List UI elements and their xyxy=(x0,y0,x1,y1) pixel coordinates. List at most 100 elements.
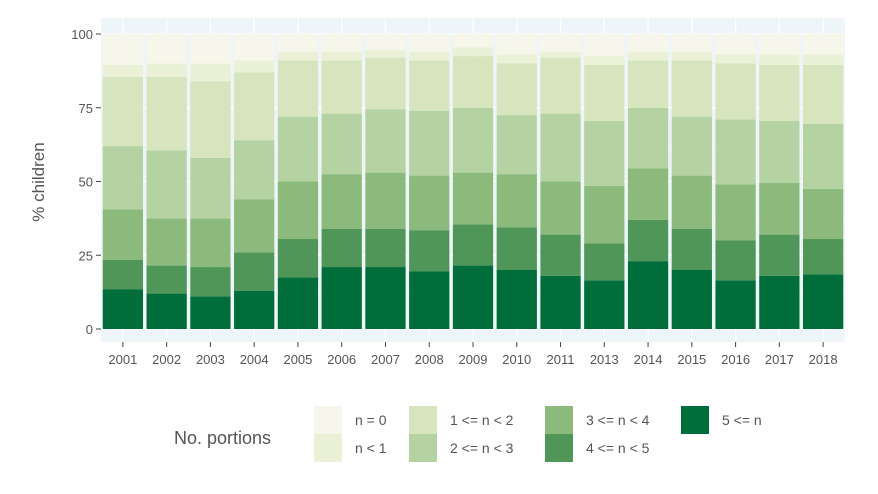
bar-segment xyxy=(715,34,756,55)
bar-segment xyxy=(146,218,187,266)
legend-label: 2 <= n < 3 xyxy=(450,440,514,456)
bar-segment xyxy=(802,274,844,329)
bar-segment xyxy=(321,228,362,268)
bar-segment xyxy=(715,63,756,120)
bar-segment xyxy=(452,34,494,48)
bar-segment xyxy=(715,240,756,281)
bar-segment xyxy=(365,109,406,173)
bar-segment xyxy=(540,113,581,182)
x-tick-label: 2014 xyxy=(634,352,663,367)
bar-segment xyxy=(627,107,669,169)
bars xyxy=(102,34,844,329)
bar-segment xyxy=(365,172,406,229)
bar-segment xyxy=(627,60,669,108)
bar-segment xyxy=(584,121,625,186)
y-tick-label: 100 xyxy=(71,27,93,42)
bar-segment xyxy=(452,265,494,329)
bar-segment xyxy=(234,290,275,329)
y-axis: 0 25 50 75 100 xyxy=(71,27,101,337)
legend-key xyxy=(314,434,342,462)
bar-segment xyxy=(540,34,581,52)
bar-segment xyxy=(102,146,144,210)
legend-label: 5 <= n xyxy=(722,412,762,428)
bar-segment xyxy=(277,51,319,61)
x-tick-label: 2011 xyxy=(547,352,575,367)
bar-segment xyxy=(715,119,756,185)
x-tick-label: 2015 xyxy=(677,352,706,367)
bar-segment xyxy=(671,60,712,117)
x-tick-label: 2001 xyxy=(108,352,137,367)
bar-segment xyxy=(715,280,756,329)
y-tick-label: 50 xyxy=(79,175,93,190)
bar-segment xyxy=(234,34,275,61)
x-tick-label: 2005 xyxy=(283,352,312,367)
bar-segment xyxy=(146,76,187,151)
x-tick-label: 2003 xyxy=(196,352,225,367)
legend-key xyxy=(681,406,709,434)
legend-label: 1 <= n < 2 xyxy=(450,412,514,428)
x-tick-label: 2009 xyxy=(459,352,488,367)
bar-segment xyxy=(321,113,362,175)
bar-segment xyxy=(671,116,712,176)
bar-segment xyxy=(190,157,231,219)
bar-segment xyxy=(321,174,362,229)
legend-key xyxy=(545,434,573,462)
bar-segment xyxy=(627,219,669,262)
legend-label: 4 <= n < 5 xyxy=(586,440,650,456)
bar-segment xyxy=(802,64,844,124)
bar-segment xyxy=(409,60,450,111)
bar-segment xyxy=(627,51,669,61)
bar-segment xyxy=(627,261,669,329)
bar-segment xyxy=(759,234,800,276)
bar-segment xyxy=(671,228,712,270)
bar-segment xyxy=(234,60,275,73)
x-tick-label: 2004 xyxy=(240,352,269,367)
bar-segment xyxy=(102,64,144,77)
bar-segment xyxy=(146,265,187,294)
bar-segment xyxy=(409,271,450,329)
bar-segment xyxy=(365,267,406,329)
legend-key xyxy=(545,406,573,434)
bar-segment xyxy=(452,47,494,57)
bar-segment xyxy=(234,72,275,141)
bar-segment xyxy=(234,140,275,200)
bar-segment xyxy=(190,34,231,64)
bar-segment xyxy=(190,267,231,297)
bar-segment xyxy=(409,51,450,61)
x-tick-label: 2013 xyxy=(590,352,619,367)
bar-segment xyxy=(452,107,494,173)
bar-segment xyxy=(584,56,625,65)
bar-segment xyxy=(759,182,800,235)
bar-segment xyxy=(190,218,231,268)
bar-segment xyxy=(102,34,144,65)
x-tick-label: 2006 xyxy=(327,352,356,367)
bar-segment xyxy=(452,224,494,266)
bar-segment xyxy=(102,259,144,290)
x-axis: 2001 2002 2003 2004 2005 2006 2007 2008 2009 2010… xyxy=(108,342,838,367)
bar-segment xyxy=(584,34,625,57)
bar-segment xyxy=(671,51,712,61)
bar-segment xyxy=(277,116,319,182)
legend-key xyxy=(409,406,437,434)
bar-segment xyxy=(627,34,669,52)
bar-segment xyxy=(277,277,319,329)
bar-segment xyxy=(759,275,800,329)
bar-segment xyxy=(671,270,712,329)
bar-segment xyxy=(277,60,319,117)
bar-segment xyxy=(409,175,450,231)
bar-segment xyxy=(715,184,756,241)
bar-segment xyxy=(102,76,144,147)
bar-segment xyxy=(277,34,319,52)
bar-segment xyxy=(365,57,406,110)
bar-segment xyxy=(496,54,537,64)
bar-segment xyxy=(540,51,581,58)
bar-segment xyxy=(584,280,625,329)
bar-segment xyxy=(102,289,144,329)
bar-segment xyxy=(277,181,319,240)
bar-segment xyxy=(190,63,231,82)
bar-segment xyxy=(146,34,187,64)
bar-segment xyxy=(321,60,362,114)
x-tick-label: 2017 xyxy=(765,352,794,367)
legend-label: n < 1 xyxy=(355,440,387,456)
